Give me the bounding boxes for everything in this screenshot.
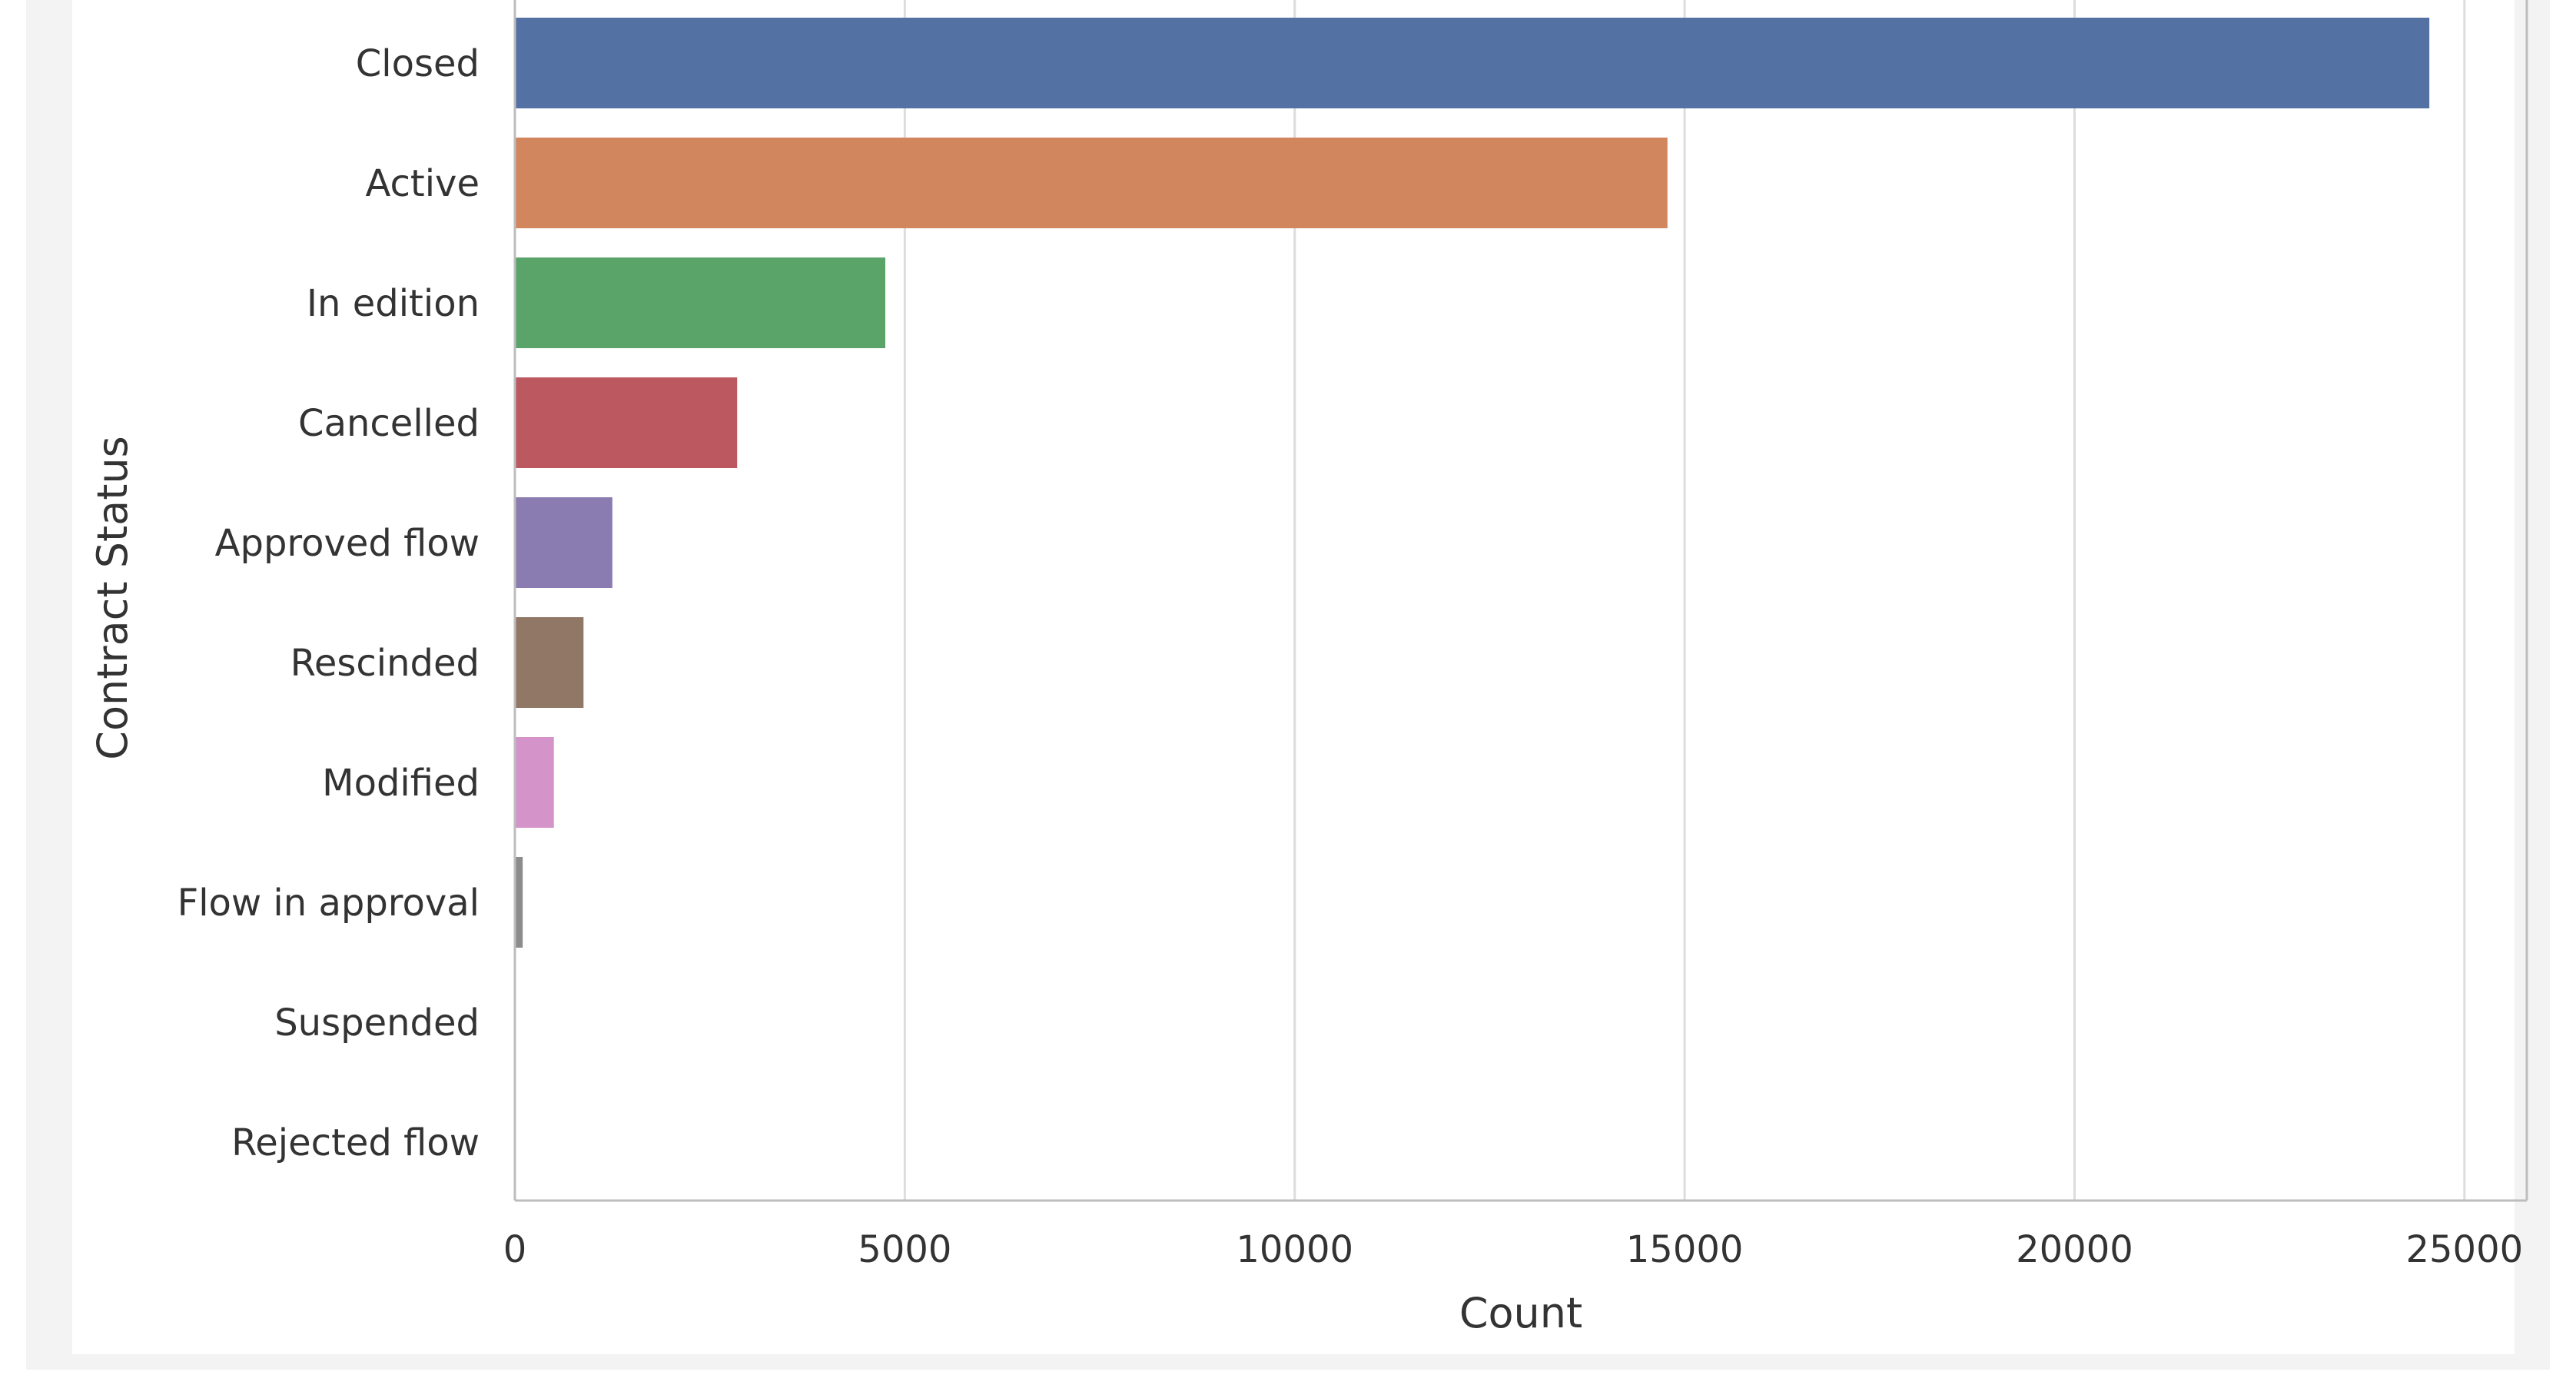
x-tick-label: 5000 xyxy=(858,1228,951,1271)
bars xyxy=(515,18,2430,1187)
y-tick-label: In edition xyxy=(307,282,480,325)
x-tick-label: 10000 xyxy=(1236,1228,1353,1271)
y-tick-labels: Closed Active In edition Cancelled Approved … xyxy=(178,42,480,1164)
x-tick-labels: 0 5000 10000 15000 20000 25000 xyxy=(503,1228,2523,1271)
y-tick-label: Cancelled xyxy=(298,402,480,445)
y-tick-label: Approved flow xyxy=(215,522,480,565)
y-tick-label: Rescinded xyxy=(290,642,480,685)
bar-approved-flow xyxy=(515,497,612,588)
bar-rescinded xyxy=(515,617,584,708)
axes xyxy=(513,0,2528,1202)
y-tick-label: Active xyxy=(366,162,480,205)
bar-active xyxy=(515,138,1668,228)
bar-closed xyxy=(515,18,2430,108)
y-axis-label: Contract Status xyxy=(88,436,137,760)
x-tick-label: 20000 xyxy=(2016,1228,2133,1271)
bar-modified xyxy=(515,737,554,828)
y-tick-label: Modified xyxy=(322,762,480,805)
x-tick-label: 15000 xyxy=(1626,1228,1744,1271)
y-tick-label: Closed xyxy=(356,42,480,85)
bar-cancelled xyxy=(515,377,738,468)
x-tick-label: 25000 xyxy=(2405,1228,2523,1271)
bar-flow-in-approval xyxy=(515,857,523,948)
x-axis-label: Count xyxy=(1459,1289,1582,1337)
x-tick-label: 0 xyxy=(503,1228,527,1271)
bar-in-edition xyxy=(515,257,885,348)
y-tick-label: Flow in approval xyxy=(178,882,480,925)
y-tick-label: Rejected flow xyxy=(231,1121,480,1164)
y-tick-label: Suspended xyxy=(274,1001,480,1045)
